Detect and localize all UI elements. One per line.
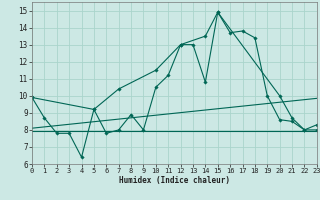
X-axis label: Humidex (Indice chaleur): Humidex (Indice chaleur) — [119, 176, 230, 185]
